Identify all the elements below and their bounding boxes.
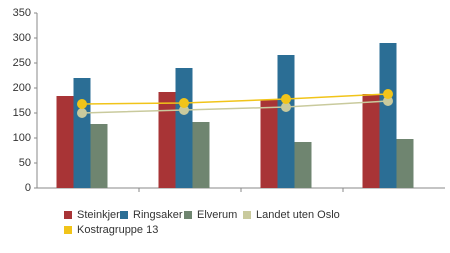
y-tick-label: 100 [13,132,31,144]
legend-label: Ringsaker [133,209,183,221]
point [281,94,291,104]
point [179,98,189,108]
bar [260,100,278,188]
bar [192,122,210,188]
legend-label: Steinkjer [77,209,120,221]
point [383,96,393,106]
legend-label: Elverum [197,209,237,221]
bar [379,43,397,188]
legend-label: Kostragruppe 13 [77,224,158,236]
legend-swatch [64,226,72,234]
bar [277,55,295,188]
legend-swatch [184,211,192,219]
bar [396,139,414,188]
bar [362,94,380,188]
legend-swatch [64,211,72,219]
bar [175,68,193,188]
y-tick-label: 300 [13,32,31,44]
legend-label: Landet uten Oslo [256,209,340,221]
bar [56,96,74,188]
y-tick-label: 200 [13,82,31,94]
y-tick-label: 50 [19,157,31,169]
point [281,102,291,112]
line [81,100,389,114]
bar [73,78,91,188]
legend-swatch [120,211,128,219]
point [77,108,87,118]
point [77,99,87,109]
y-tick-label: 150 [13,107,31,119]
point [383,89,393,99]
y-tick-label: 350 [13,7,31,19]
bar [90,124,108,188]
point [179,105,189,115]
y-tick-label: 0 [25,182,31,194]
y-tick-label: 250 [13,57,31,69]
bar [294,142,312,188]
legend-swatch [243,211,251,219]
bar [158,92,176,188]
line [81,93,389,105]
